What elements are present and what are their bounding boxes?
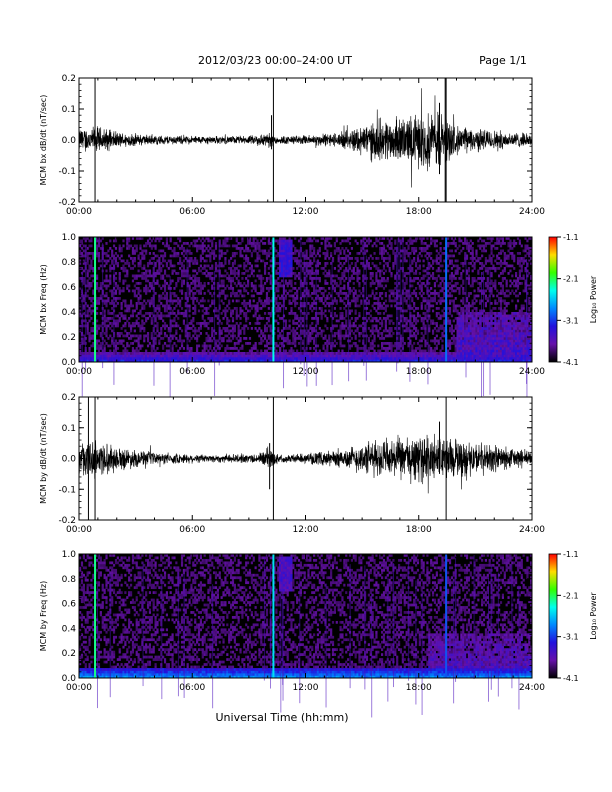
colorbar-title: Log₁₀ Power [589,592,598,640]
y-tick-label: -0.1 [58,167,76,177]
colorbar-tick-label: -2.1 [563,275,579,284]
y-tick-label: 0.4 [62,308,77,318]
y-tick-label: 0.2 [62,74,76,84]
waveform-trace [78,433,533,494]
x-tick-label: 18:00 [406,367,432,377]
x-tick-label: 24:00 [519,683,545,693]
bx-spectrogram-panel: 00:00 06:00 12:00 18:00 24:00 1.0 0.8 0.6 0.4 0.2… [39,233,598,401]
y-axis-title: MCM by dB/dt (nT/sec) [39,413,48,504]
y-tick-label: 0.0 [62,136,77,146]
broadband-stripe [94,554,97,678]
page-indicator: Page 1/1 [479,54,527,67]
y-tick-label: 0.1 [62,105,76,115]
colorbar-gradient [548,236,558,363]
x-tick-label: 00:00 [66,683,92,693]
y-tick-label: 0.0 [62,358,77,368]
broadband-stripe [445,237,448,362]
x-tick-label: 06:00 [179,525,205,535]
colorbar-tick-label: -4.1 [563,358,579,367]
x-tick-label: 06:00 [179,683,205,693]
x-tick-label: 18:00 [406,207,432,217]
x-tick-label: 24:00 [519,367,545,377]
y-tick-label: -0.2 [58,516,76,526]
y-tick-label: -0.2 [58,198,76,208]
y-axis-title: MCM by Freq (Hz) [39,581,48,651]
waveform-trace [78,88,533,188]
broadband-stripe [445,554,448,678]
colorbar-gradient [548,553,558,679]
colorbar-tick-label: -3.1 [563,633,579,642]
broadband-stripe [272,237,275,362]
x-tick-label: 18:00 [406,683,432,693]
y-tick-label: 0.4 [62,624,77,634]
x-tick-label: 12:00 [293,683,319,693]
plot-frame [78,77,533,203]
y-tick-label: -0.1 [58,485,76,495]
colorbar-tick-label: -2.1 [563,591,579,600]
y-tick-label: 1.0 [62,233,77,243]
y-tick-label: 0.2 [62,393,76,403]
x-tick-label: 12:00 [293,207,319,217]
colorbar: -1.1 -2.1 -3.1 -4.1 Log₁₀ Power [548,550,598,683]
y-tick-label: 0.6 [62,600,77,610]
y-tick-label: 0.0 [62,674,77,684]
broadband-stripe [272,554,275,678]
y-tick-label: 0.2 [62,649,76,659]
y-axis-title: MCM bx Freq (Hz) [39,264,48,334]
x-tick-label: 12:00 [293,367,319,377]
y-tick-label: 0.8 [62,575,77,585]
x-tick-label: 06:00 [179,207,205,217]
x-tick-label: 24:00 [519,207,545,217]
colorbar-tick-label: -1.1 [563,233,579,242]
by-spectrogram-panel: 00:00 06:00 12:00 18:00 24:00 1.0 0.8 0.6 0.4 0.2… [39,550,598,718]
plot-frame [78,396,533,521]
plot-frame [78,553,533,679]
x-tick-label: 06:00 [179,367,205,377]
y-tick-label: 1.0 [62,550,77,560]
colorbar-tick-label: -1.1 [563,550,579,559]
plot-frame [78,236,533,363]
colorbar-tick-label: -3.1 [563,316,579,325]
x-tick-label: 00:00 [66,207,92,217]
broadband-stripe [94,237,97,362]
by-waveform-panel: 00:00 06:00 12:00 18:00 24:00 0.2 0.1 0.0 -0.1 -0… [39,393,545,535]
x-tick-label: 18:00 [406,525,432,535]
x-tick-label: 00:00 [66,367,92,377]
x-tick-label: 00:00 [66,525,92,535]
figure-title: 2012/03/23 00:00–24:00 UT [198,54,352,67]
panels: 00:00 06:00 12:00 18:00 24:00 0.2 0.1 0.0 -0.1 -0… [39,74,598,718]
colorbar: -1.1 -2.1 -3.1 -4.1 Log₁₀ Power [548,233,598,367]
y-axis-title: MCM bx dB/dt (nT/sec) [39,95,48,186]
y-tick-label: 0.2 [62,333,76,343]
x-tick-label: 12:00 [293,525,319,535]
colorbar-title: Log₁₀ Power [589,275,598,323]
y-tick-label: 0.6 [62,283,77,293]
x-tick-label: 24:00 [519,525,545,535]
x-axis-title: Universal Time (hh:mm) [216,711,349,724]
spectrogram-cells [79,237,533,401]
y-tick-label: 0.8 [62,258,77,268]
y-tick-label: 0.0 [62,455,77,465]
colorbar-tick-label: -4.1 [563,674,579,683]
y-tick-label: 0.1 [62,424,76,434]
spectrogram-cells [79,554,533,718]
bx-waveform-panel: 00:00 06:00 12:00 18:00 24:00 0.2 0.1 0.0 -0.1 -0… [39,74,545,217]
